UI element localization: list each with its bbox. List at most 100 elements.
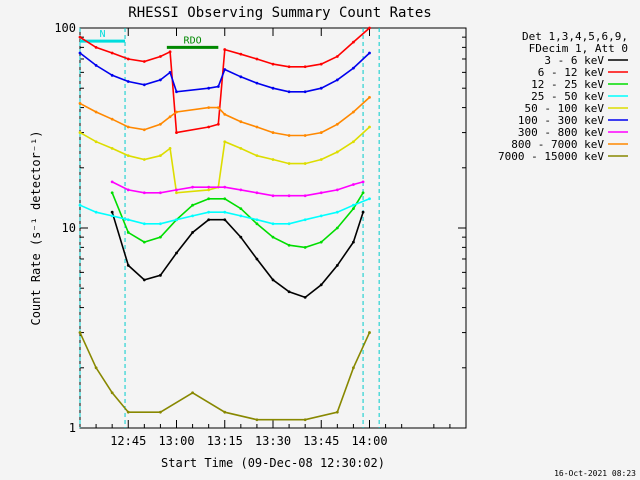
data-point [335, 210, 339, 214]
data-point [110, 117, 114, 121]
data-point [126, 231, 130, 234]
data-point [368, 95, 371, 99]
flag-label: RDO [184, 35, 202, 46]
series-group [78, 26, 371, 134]
data-point [207, 86, 211, 90]
data-point [335, 55, 339, 58]
series-group [110, 180, 365, 198]
data-point [361, 180, 365, 184]
legend-label: 25 - 50 keV [531, 90, 604, 103]
data-point [352, 366, 355, 370]
tick-layer: 1 10 100 12:45 13:00 13:15 13:30 13:45 14:00 [54, 21, 466, 448]
data-point [223, 218, 227, 222]
legend: Det 1,3,4,5,6,9,FDecim 1, Att 03 - 6 keV… [498, 30, 628, 163]
x-tick-label: 13:15 [207, 434, 243, 448]
data-point [94, 45, 98, 49]
data-point [239, 75, 243, 79]
data-point [303, 245, 307, 249]
data-point [207, 188, 211, 192]
data-point [126, 125, 130, 129]
data-point [159, 154, 162, 158]
data-point [352, 207, 355, 211]
data-point [335, 122, 339, 126]
data-point [159, 235, 162, 239]
data-point [361, 191, 365, 195]
data-point [223, 68, 227, 71]
data-point [271, 222, 275, 226]
data-point [126, 264, 130, 267]
legend-header: FDecim 1, Att 0 [529, 42, 628, 55]
data-point [94, 140, 98, 144]
data-point [239, 120, 243, 124]
data-point [352, 183, 355, 186]
data-point [271, 194, 275, 198]
data-point [271, 131, 275, 134]
data-point [319, 131, 323, 134]
data-point [78, 203, 82, 207]
data-point [168, 50, 172, 54]
data-point [126, 188, 130, 192]
legend-label: 300 - 800 keV [518, 126, 604, 139]
data-point [110, 214, 114, 218]
x-tick-label: 13:45 [303, 434, 339, 448]
data-point [94, 366, 98, 370]
data-point [287, 222, 291, 226]
data-point [207, 185, 211, 189]
data-point [303, 134, 307, 137]
series-layer [78, 26, 371, 422]
data-point [207, 125, 211, 129]
data-point [126, 218, 130, 222]
legend-label: 800 - 7000 keV [511, 138, 604, 151]
data-point [319, 214, 323, 218]
data-point [239, 214, 243, 218]
series-group [78, 331, 371, 422]
data-point [159, 55, 162, 58]
x-tick-label: 12:45 [110, 434, 146, 448]
data-point [303, 162, 307, 165]
series-group [78, 51, 371, 94]
data-point [255, 191, 259, 195]
data-point [239, 52, 243, 56]
series-group [78, 125, 371, 195]
data-point [319, 191, 323, 195]
series-group [78, 197, 371, 226]
data-point [191, 214, 194, 218]
data-point [303, 295, 307, 299]
y-tick-label: 10 [62, 221, 76, 235]
data-point [142, 60, 146, 63]
data-point [255, 81, 259, 85]
x-axis-label: Start Time (09-Dec-08 12:30:02) [161, 456, 385, 470]
data-point [223, 48, 227, 51]
data-point [223, 140, 227, 144]
data-point [159, 410, 162, 414]
data-point [319, 62, 323, 66]
data-point [110, 180, 114, 184]
data-point [335, 150, 339, 154]
legend-label: 100 - 300 keV [518, 114, 604, 127]
data-point [216, 85, 220, 88]
data-point [303, 90, 307, 94]
data-point [159, 122, 162, 126]
data-point [287, 134, 291, 137]
data-point [142, 278, 146, 282]
data-point [191, 231, 194, 234]
data-point [175, 110, 178, 114]
data-point [287, 243, 291, 247]
data-point [335, 78, 339, 82]
data-point [223, 197, 227, 201]
data-point [126, 80, 130, 83]
data-point [110, 391, 114, 395]
chart-title: RHESSI Observing Summary Count Rates [128, 5, 431, 21]
data-point [271, 158, 275, 161]
data-point [361, 210, 365, 214]
series-line [79, 52, 371, 93]
data-point [287, 65, 291, 69]
data-point [255, 218, 259, 222]
data-point [223, 112, 227, 116]
data-point [175, 251, 178, 255]
legend-label: 7000 - 15000 keV [498, 150, 604, 163]
series-line [79, 126, 371, 194]
data-point [255, 257, 259, 261]
data-point [352, 203, 355, 207]
data-point [78, 331, 82, 334]
